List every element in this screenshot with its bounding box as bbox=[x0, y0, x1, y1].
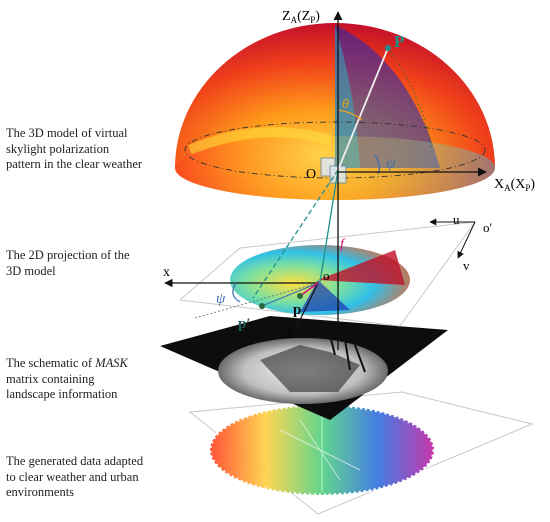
caption-mask-line-1: The schematic of MASK bbox=[6, 356, 128, 370]
mask-italic: MASK bbox=[95, 356, 128, 370]
caption-generated-line-1: The generated data adapted bbox=[6, 454, 144, 468]
op-line bbox=[299, 282, 319, 297]
caption-2d-projection: The 2D projection of the 3D model bbox=[6, 248, 130, 279]
caption-3d-line-3: pattern in the clear weather bbox=[6, 157, 143, 171]
psi-lower-label: ψ bbox=[216, 291, 226, 307]
p-prime-point bbox=[259, 303, 265, 309]
mask-trees bbox=[329, 334, 366, 373]
o-lower-label: o bbox=[323, 268, 330, 283]
caption-mask-line-2: matrix containing bbox=[6, 371, 95, 386]
generated-data-layer bbox=[188, 391, 534, 515]
point-P-label: P bbox=[394, 32, 404, 51]
caption-3d-line-1: The 3D model of virtual bbox=[6, 126, 128, 140]
z-axis-label: ZA(ZP) bbox=[282, 9, 320, 25]
caption-3d-model: The 3D model of virtual skylight polariz… bbox=[6, 126, 142, 173]
psi-reference-line bbox=[194, 282, 319, 319]
dome-layer bbox=[175, 23, 495, 299]
point-P-marker bbox=[385, 45, 391, 51]
psi-lower-arc bbox=[232, 282, 241, 303]
o-prime-label: o′ bbox=[483, 220, 493, 235]
mask-layer bbox=[160, 316, 448, 420]
v-label: v bbox=[463, 258, 470, 273]
caption-2d-line-2: 3D model bbox=[6, 263, 56, 278]
caption-3d-line-2: skylight polarization bbox=[6, 141, 110, 156]
generated-texture bbox=[279, 410, 361, 492]
v-axis bbox=[457, 221, 476, 259]
f-label: f bbox=[340, 237, 346, 252]
p-prime-label: p′ bbox=[238, 316, 251, 332]
projection-red-sector bbox=[318, 250, 405, 285]
p-projection-line bbox=[319, 169, 339, 283]
x-axis-label: XA(XP) bbox=[494, 177, 535, 193]
caption-generated: The generated data adapted to clear weat… bbox=[6, 454, 143, 501]
caption-2d-line-1: The 2D projection of the bbox=[6, 248, 130, 262]
p-point bbox=[297, 293, 303, 299]
dome-blue-band bbox=[335, 25, 440, 168]
dome-yellow-band bbox=[188, 127, 332, 155]
y-lower-label: y bbox=[286, 323, 293, 338]
u-label: u bbox=[453, 212, 460, 227]
x-lower-label: x bbox=[163, 265, 170, 280]
op-vector bbox=[337, 47, 389, 171]
mask-landscape bbox=[260, 345, 360, 392]
caption-generated-line-2: to clear weather and urban bbox=[6, 469, 139, 484]
psi-upper-label: ψ bbox=[386, 156, 396, 172]
op-prime-line bbox=[261, 282, 319, 307]
theta-label: θ bbox=[342, 97, 349, 112]
caption-generated-line-3: environments bbox=[6, 485, 75, 499]
p-prime-projection-line bbox=[252, 169, 339, 299]
caption-mask: The schematic of MASK matrix containing … bbox=[6, 356, 128, 403]
projection-layer bbox=[164, 218, 477, 329]
p-lower-label: p bbox=[293, 302, 301, 318]
caption-mask-line-3: landscape information bbox=[6, 387, 118, 401]
theta-arc bbox=[337, 109, 363, 121]
origin-O-label: O bbox=[306, 167, 316, 182]
y-lower-axis bbox=[295, 282, 319, 329]
